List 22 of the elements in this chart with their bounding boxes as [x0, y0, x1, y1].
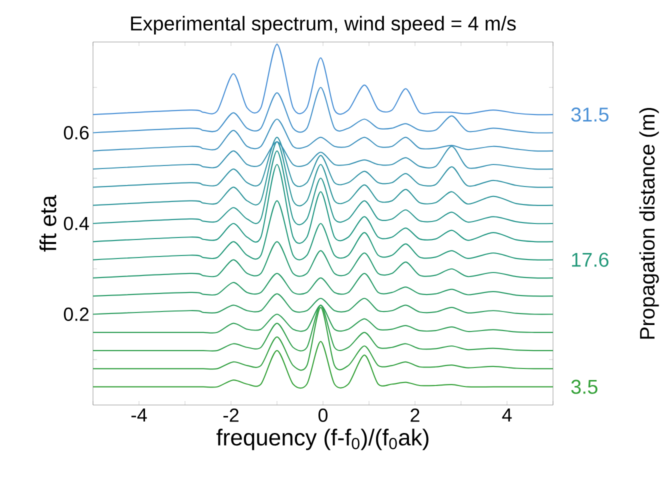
- text: 31.5: [571, 108, 608, 122]
- x-axis-title: frequency (f-f$_{0}$)/(f$_{0}$ak): [216, 428, 428, 450]
- x-tick-label: -2: [223, 408, 238, 422]
- y-tick-label: 0.6: [64, 126, 89, 140]
- x-tick-label: -4: [131, 408, 147, 422]
- line-series: [92, 340, 554, 388]
- y2-axis-title: Propagation distance (m): [639, 108, 659, 339]
- text: 3.5: [571, 380, 598, 394]
- line-series: [92, 44, 554, 116]
- x-tick-label: 2: [410, 408, 420, 422]
- y-axis-title: fft eta: [40, 195, 56, 252]
- x-tick-label: 4: [502, 408, 512, 422]
- y-tick-label: 0.4: [64, 216, 89, 230]
- text: 17.6: [572, 252, 608, 267]
- line-series: [92, 241, 554, 279]
- line-series: [92, 86, 554, 134]
- chart-title: Experimental spectrum, wind speed = 4 m/s: [131, 16, 516, 35]
- line-series: [92, 200, 554, 260]
- line-series: [92, 272, 554, 297]
- line-series: [92, 293, 554, 315]
- y-tick-label: 0.2: [64, 308, 89, 321]
- x-tick-label: 0: [318, 408, 328, 422]
